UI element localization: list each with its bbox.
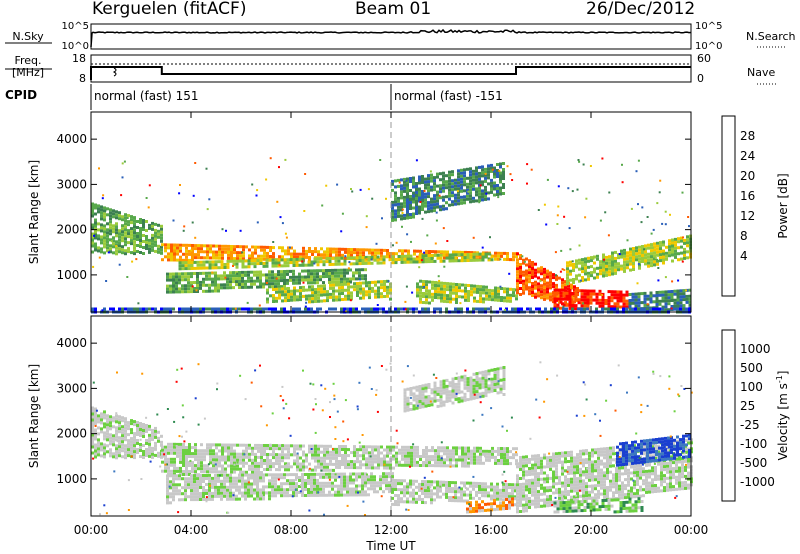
power-colorbar-frame: [721, 115, 736, 297]
date-title: 26/Dec/2012: [586, 0, 696, 19]
sky-label: N.Sky: [12, 30, 44, 43]
power-y-ticks: 1000 2000 3000 4000: [56, 132, 691, 282]
velocity-colorbar-label: Velocity [m s-1]: [775, 371, 790, 461]
power-colorbar-tick-6: 4: [740, 249, 748, 263]
power-x-ticks: [90, 112, 692, 312]
power-colorbar: 28 24 20 16 12 8 4 Power [dB]: [721, 115, 790, 297]
velocity-ytick-3: 4000: [56, 336, 87, 350]
freq-step-line: [90, 66, 691, 80]
velocity-colorbar-tick-6: -500: [740, 456, 767, 470]
velocity-colorbar-label-sup: -1: [775, 375, 784, 383]
velocity-colorbar-tick-1: 500: [740, 361, 763, 375]
sky-tick-bottom-right: 10^0: [695, 41, 722, 52]
velocity-colorbar-tick-5: -100: [740, 437, 767, 451]
velocity-colorbar-tick-7: -1000: [740, 475, 775, 489]
power-colorbar-tick-4: 12: [740, 209, 755, 223]
beam-title: Beam 01: [355, 0, 432, 19]
velocity-colorbar-tick-0: 1000: [740, 342, 771, 356]
search-label: N.Search: [746, 30, 796, 43]
xtick-6: 00:00: [674, 523, 709, 537]
power-ylabel: Slant Range [km]: [27, 160, 41, 264]
power-colorbar-tick-5: 8: [740, 229, 748, 243]
xtick-5: 20:00: [574, 523, 609, 537]
radar-title: Kerguelen (fitACF): [92, 0, 247, 19]
velocity-colorbar-label-end: ]: [776, 371, 790, 376]
nave-tick-top: 60: [697, 52, 711, 65]
sky-tick-top-left: 10^5: [62, 21, 89, 32]
velocity-ytick-1: 2000: [56, 427, 87, 441]
power-cells: [91, 157, 692, 314]
power-colorbar-tick-3: 16: [740, 189, 755, 203]
velocity-y-ticks: 1000 2000 3000 4000: [56, 336, 691, 486]
xtick-4: 16:00: [474, 523, 509, 537]
velocity-ytick-2: 3000: [56, 381, 87, 395]
nave-label: Nave: [747, 66, 775, 79]
power-colorbar-tick-1: 24: [740, 149, 755, 163]
velocity-colorbar-tick-3: 25: [740, 399, 755, 413]
sky-panel-frame: [90, 23, 692, 50]
freq-panel-frame: [90, 54, 692, 83]
cpid-entry-1: normal (fast) -151: [394, 89, 503, 103]
power-colorbar-label: Power [dB]: [776, 173, 790, 238]
cpid-entry-0: normal (fast) 151: [94, 89, 198, 103]
velocity-ylabel: Slant Range [km]: [27, 364, 41, 468]
xtick-3: 12:00: [374, 523, 409, 537]
xtick-0: 00:00: [74, 523, 109, 537]
freq-tick-bottom: 8: [79, 72, 86, 85]
sky-noise-line: [90, 28, 692, 48]
xtick-2: 08:00: [274, 523, 309, 537]
power-ytick-3: 4000: [56, 132, 87, 146]
power-ytick-0: 1000: [56, 268, 87, 282]
velocity-colorbar-tick-2: 100: [740, 380, 763, 394]
xaxis-label: Time UT: [365, 539, 416, 553]
power-colorbar-tick-2: 20: [740, 169, 755, 183]
freq-tick-top: 18: [72, 52, 86, 65]
nave-tick-bottom: 0: [697, 72, 704, 85]
velocity-colorbar-frame: [721, 329, 736, 502]
cpid-label: CPID: [5, 88, 37, 102]
velocity-cells: [91, 361, 693, 516]
power-ytick-1: 2000: [56, 223, 87, 237]
sky-tick-top-right: 10^5: [695, 21, 722, 32]
sky-tick-bottom-left: 10^0: [62, 41, 89, 52]
power-panel: 1000 2000 3000 4000 Slant Range [km] 28 24 20 16…: [27, 111, 790, 314]
velocity-colorbar-tick-4: -25: [740, 418, 760, 432]
power-ytick-2: 3000: [56, 177, 87, 191]
freq-glitch-mark: [112, 67, 117, 77]
freq-label-line1: Freq.: [14, 54, 41, 67]
velocity-ytick-0: 1000: [56, 472, 87, 486]
xtick-1: 04:00: [174, 523, 209, 537]
power-colorbar-tick-0: 28: [740, 129, 755, 143]
freq-label-line2: [MHz]: [12, 66, 44, 79]
velocity-x-ticks: [90, 316, 692, 516]
